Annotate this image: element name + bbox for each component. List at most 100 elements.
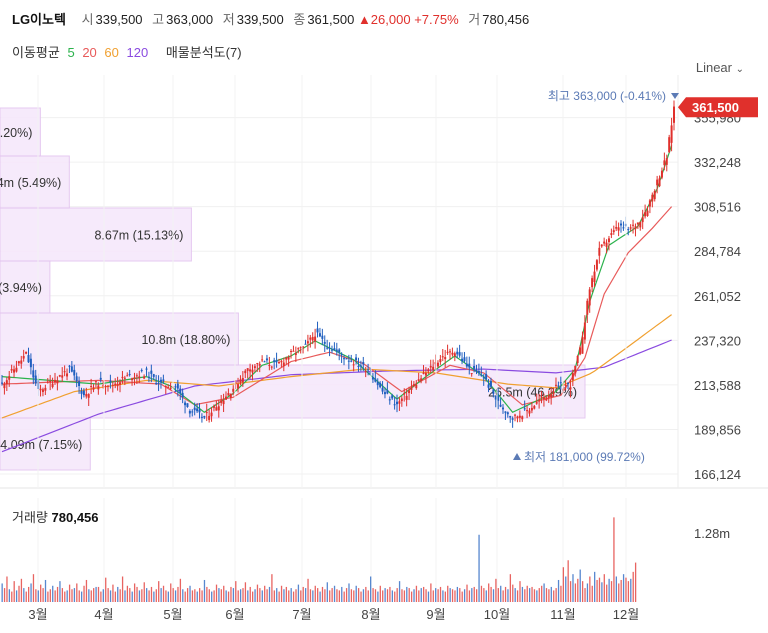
volume-bar [143, 582, 145, 602]
ma120-line [1, 339, 672, 453]
time-axis: 3월 4월 5월 6월 7월 8월 9월 10월 11월 12월 [28, 75, 639, 622]
volume-bar [3, 588, 6, 602]
ma20-legend: 20 [82, 45, 97, 60]
volume-bar [11, 591, 13, 602]
volume-bar [350, 589, 353, 602]
volume-bar [630, 578, 632, 602]
candle-body [49, 381, 52, 383]
volume-bar [237, 590, 239, 602]
candle-body [644, 212, 647, 217]
volume-bar [423, 586, 425, 602]
volume-profile-label: 4.09m (7.15%) [0, 438, 82, 452]
candle-body [292, 350, 295, 352]
volume-bar [186, 588, 189, 602]
volume-bar [259, 588, 261, 602]
volume-bar [95, 586, 97, 602]
month-label: 9월 [426, 607, 445, 622]
candle-body [155, 383, 158, 385]
volume-profile-bar [0, 155, 70, 209]
candle-body [386, 390, 389, 394]
volume-profile-label[interactable]: 매물분석도(7) [165, 45, 242, 60]
candle-body [330, 349, 333, 351]
candle-body [328, 348, 331, 350]
volume-bar [189, 585, 191, 602]
volume-bar [288, 590, 290, 602]
candle-body [607, 238, 610, 243]
volume-bar [88, 589, 90, 602]
volume-bar [80, 591, 83, 602]
open-value: 339,500 [95, 12, 143, 27]
volume-bar [102, 589, 104, 602]
candle-body [82, 390, 85, 396]
volume-bar [367, 590, 369, 602]
candle-body [371, 377, 374, 380]
candles [1, 100, 675, 428]
candle-body [162, 379, 165, 382]
volume-bar [247, 590, 249, 602]
candle-body [212, 406, 215, 408]
candle-body [528, 410, 531, 414]
candle-body [275, 360, 278, 363]
volume-bar [76, 583, 78, 602]
price-tick: 284,784 [694, 244, 741, 259]
candle-body [249, 369, 252, 372]
candle-body [174, 386, 177, 388]
ma5-legend: 5 [67, 45, 75, 60]
candle-body [487, 384, 490, 388]
volume-bar [555, 588, 557, 602]
volume-bar [194, 589, 196, 602]
volume-bar [427, 591, 430, 602]
volume-bar [61, 588, 64, 602]
candle-body [210, 412, 213, 417]
volume-bar [177, 586, 179, 602]
candle-body [605, 242, 608, 247]
candle-body [653, 191, 656, 200]
candle-body [203, 416, 206, 418]
volume-bar [473, 586, 475, 602]
volume-bar [560, 585, 562, 602]
volume-bar [223, 585, 225, 602]
high-low-markers: 361,500 최고 363,000 (-0.41%) 최저 181,000 (99… [513, 89, 758, 464]
scale-selector[interactable]: Linear ⌄ [696, 60, 744, 75]
volume-bar [280, 585, 283, 602]
candle-body [17, 361, 20, 364]
candle-body [665, 158, 668, 165]
volume-bar [235, 581, 237, 602]
volume-bar [594, 571, 596, 602]
open-label: 시 [81, 12, 94, 27]
candle-body [152, 374, 155, 377]
candle-body [94, 381, 97, 383]
volume-bar [519, 581, 521, 602]
candle-body [3, 383, 6, 389]
candle-body [302, 346, 305, 348]
volume-bar [394, 591, 396, 602]
volume-bar [625, 577, 627, 602]
volume-bar [386, 589, 389, 602]
volume-bar [324, 589, 326, 602]
volume-bar [406, 586, 408, 602]
volume-bar [447, 585, 449, 602]
volume-profile: 1.83m (3.20%) 3.14m (5.49%) 8.67m (15.13%)… [0, 107, 586, 471]
candle-body [509, 415, 512, 418]
volume-bar [488, 583, 490, 602]
candle-body [446, 351, 449, 353]
candle-body [535, 402, 538, 404]
candle-body [473, 365, 476, 369]
volume-bar [382, 590, 384, 602]
candle-body [102, 385, 105, 387]
ma-label[interactable]: 이동평균 [12, 45, 60, 60]
volume-profile-bar [0, 417, 91, 471]
volume-bar [341, 586, 343, 602]
candle-body [261, 359, 264, 361]
candle-body [32, 370, 35, 378]
volume-bar [302, 586, 304, 602]
volume-bar [78, 590, 80, 602]
volume-bar [126, 585, 129, 602]
volume-bar [44, 579, 47, 602]
candle-body [15, 367, 18, 372]
volume-bar [526, 585, 528, 602]
candle-body [586, 300, 589, 315]
price-axis: 166,124 189,856 213,588 237,320 261,052 284,7… [694, 111, 741, 482]
candle-body [294, 353, 297, 356]
